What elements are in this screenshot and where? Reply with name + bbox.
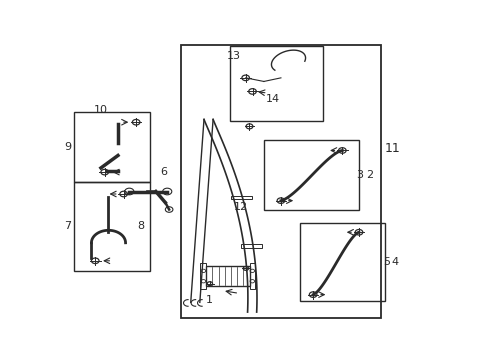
Text: 8: 8 [137, 221, 144, 231]
Bar [200, 263, 205, 289]
Text: 9: 9 [64, 142, 71, 152]
Bar [264, 140, 358, 210]
Bar [230, 195, 251, 199]
Text: 6: 6 [160, 167, 166, 177]
Bar [241, 244, 262, 248]
Text: 11: 11 [384, 142, 400, 155]
Text: 3: 3 [356, 170, 363, 180]
Text: 1: 1 [205, 294, 212, 305]
Text: 13: 13 [226, 51, 240, 61]
Bar [146, 190, 154, 193]
Bar [299, 223, 385, 301]
Text: 7: 7 [64, 221, 71, 231]
Bar [180, 45, 381, 318]
Text: 2: 2 [366, 170, 373, 180]
Bar [229, 46, 322, 121]
Bar [74, 182, 150, 270]
Text: 12: 12 [234, 202, 248, 212]
Text: 5: 5 [382, 257, 389, 267]
Text: 4: 4 [391, 257, 398, 267]
Bar [74, 112, 150, 182]
Text: 14: 14 [266, 94, 280, 104]
Bar [249, 263, 255, 289]
Bar [205, 266, 249, 287]
Text: 10: 10 [94, 105, 108, 115]
